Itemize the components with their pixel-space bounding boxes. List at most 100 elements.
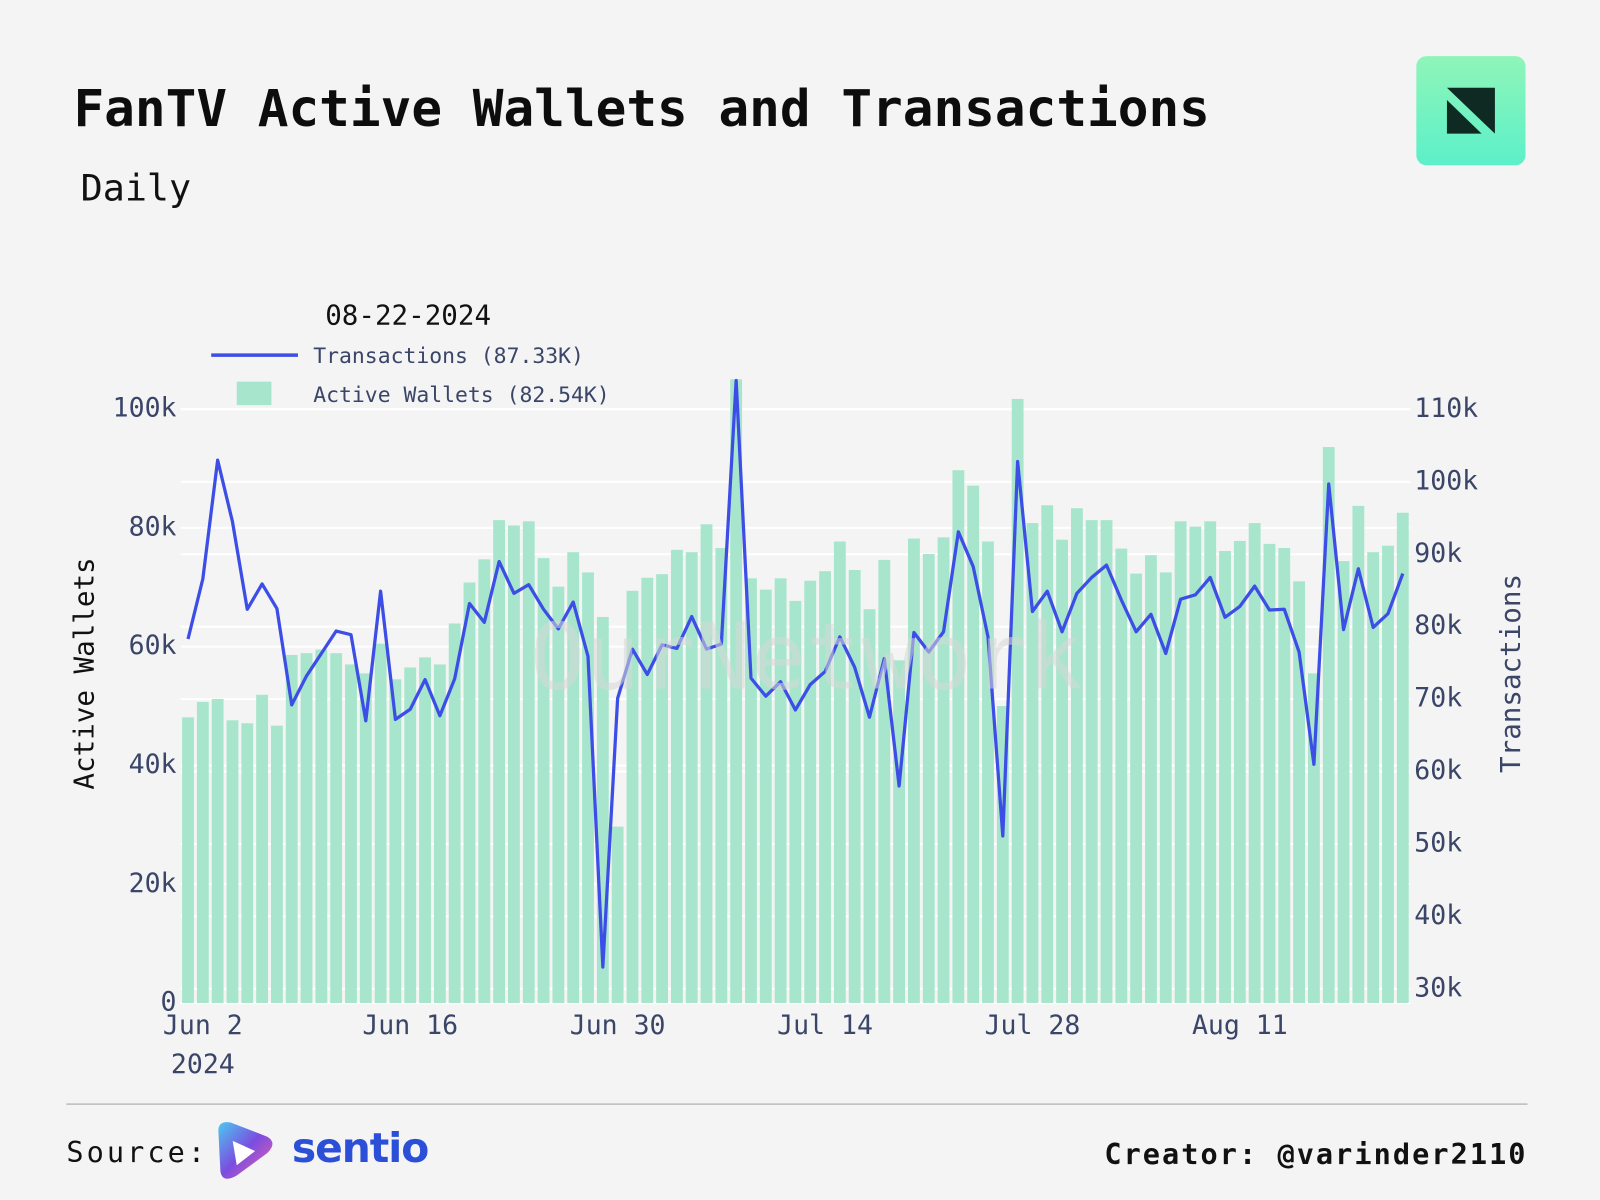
y2-tick-label: 50k	[1414, 827, 1462, 858]
legend-label: Active Wallets (82.54K)	[313, 383, 609, 408]
bar	[508, 525, 520, 1004]
bar	[1145, 555, 1157, 1004]
y-tick-label: 100k	[113, 393, 177, 424]
bar	[196, 701, 209, 1004]
y-tick-label: 80k	[129, 511, 177, 542]
bar	[952, 470, 965, 1004]
source-label: Source:	[66, 1135, 208, 1169]
y2-tick-label: 80k	[1414, 610, 1462, 641]
bar	[596, 616, 609, 1004]
bar	[359, 673, 372, 1004]
x-tick-label: Jul 14	[777, 1010, 873, 1041]
y-tick-label: 40k	[129, 749, 177, 780]
bar	[582, 572, 594, 1004]
y-tick-label: 0	[161, 987, 177, 1018]
y-tick-label: 60k	[129, 630, 177, 661]
hover-date: 08-22-2024	[325, 299, 491, 331]
bar	[1026, 523, 1039, 1004]
plot: 0 20k 40k 60k 80k 100k 30k 40k 50k 60k 70k 80k 90k 10…	[113, 344, 1479, 1080]
bar	[1189, 526, 1202, 1004]
bar	[1307, 673, 1320, 1004]
y2-tick-label: 60k	[1414, 755, 1462, 786]
bar	[819, 571, 831, 1004]
bar	[537, 558, 550, 1004]
bar	[878, 559, 891, 1004]
bar	[419, 657, 431, 1004]
bar	[804, 580, 817, 1004]
bar	[759, 589, 772, 1004]
bar	[1352, 505, 1365, 1004]
bar	[285, 654, 298, 1004]
bar	[567, 552, 580, 1004]
bar	[330, 653, 343, 1004]
bar	[907, 538, 920, 1004]
x-tick-label: Jul 28	[985, 1010, 1081, 1041]
series-layer	[182, 378, 1409, 1004]
bar	[685, 552, 698, 1004]
bar	[700, 524, 713, 1004]
bar	[715, 548, 728, 1004]
bar	[552, 586, 565, 1004]
bar	[1219, 551, 1231, 1004]
bar	[1056, 539, 1068, 1004]
bar	[463, 582, 476, 1004]
bar	[893, 660, 906, 1004]
bar	[1041, 505, 1054, 1004]
bar	[848, 570, 861, 1004]
bar	[448, 623, 461, 1004]
y2-axis-title: Transactions	[1495, 574, 1527, 773]
bar	[433, 664, 446, 1004]
chart-title: FanTV Active Wallets and Transactions	[73, 80, 1209, 139]
bar	[670, 549, 683, 1004]
bar	[345, 664, 357, 1004]
source-logo-mark	[232, 1140, 256, 1166]
y-tick-label: 20k	[129, 868, 177, 899]
creator: Creator: @varinder2110	[1104, 1137, 1527, 1171]
bar	[1130, 573, 1143, 1004]
bar	[1085, 520, 1098, 1004]
y-axis-title: Active Wallets	[69, 557, 101, 789]
y2-tick-label: 110k	[1414, 393, 1478, 424]
bar	[1115, 548, 1128, 1004]
bar	[1100, 520, 1113, 1004]
bar	[478, 559, 491, 1004]
bar	[182, 717, 194, 1004]
bar	[1322, 447, 1335, 1004]
bar	[241, 723, 254, 1004]
bar	[211, 698, 224, 1004]
bar	[1337, 561, 1350, 1004]
bar	[1159, 572, 1172, 1004]
bar	[626, 590, 639, 1004]
bar	[404, 667, 417, 1004]
bar	[1293, 581, 1306, 1004]
legend-swatch	[236, 381, 272, 406]
bar	[1204, 521, 1217, 1004]
bar	[300, 653, 313, 1004]
bar	[270, 725, 283, 1004]
legend-label: Transactions (87.33K)	[313, 344, 584, 369]
bar	[522, 521, 535, 1004]
bar	[937, 537, 950, 1004]
x-tick-label: Jun 16	[362, 1010, 458, 1041]
logo	[1416, 56, 1526, 166]
x-tick-label: Jun 2	[163, 1010, 243, 1041]
bar	[1174, 521, 1187, 1004]
bar	[967, 485, 980, 1004]
bar	[315, 649, 328, 1004]
bar	[1233, 540, 1246, 1004]
bar	[1070, 508, 1083, 1004]
line	[186, 378, 1405, 969]
bar	[774, 578, 787, 1004]
bar	[641, 577, 654, 1004]
y2-tick-label: 90k	[1414, 538, 1462, 569]
x-tick-label: Jun 30	[570, 1010, 666, 1041]
bar	[656, 574, 669, 1004]
bar	[374, 643, 387, 1004]
bar	[389, 679, 402, 1004]
bar	[1011, 398, 1024, 1004]
bar	[1248, 523, 1261, 1004]
bar	[789, 600, 802, 1004]
bar	[863, 609, 876, 1004]
bar	[745, 578, 757, 1004]
